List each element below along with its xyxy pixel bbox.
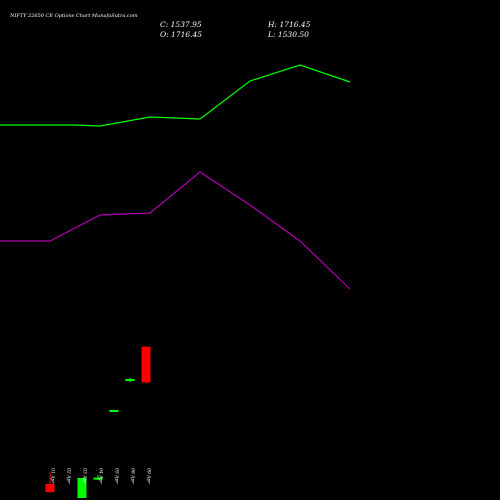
chart-title: NIFTY 22650 CE Options Chart MunafaSutra…: [9, 13, 138, 19]
x-tick-label: 05 Apr: [114, 468, 120, 484]
x-tick-label: 09 Apr: [146, 468, 152, 484]
open-value: O: 1716.45: [160, 30, 202, 39]
candle-body: [93, 477, 103, 480]
lower-band-line: [0, 171, 351, 290]
x-tick-label: 04 Apr: [98, 468, 104, 484]
candles: [45, 346, 151, 498]
x-tick-label: 03 Apr: [82, 468, 88, 484]
x-tick-label: 08 Apr: [130, 468, 136, 484]
candle-body: [125, 379, 135, 381]
candle-body: [141, 346, 151, 383]
candle-body: [109, 410, 119, 412]
low-value: L: 1530.50: [267, 30, 309, 39]
x-axis-ticks: 01 Apr 02 Apr 03 Apr 04 Apr 05 Apr 08 Apr 09 A…: [50, 468, 152, 484]
x-tick-label: 02 Apr: [66, 468, 72, 484]
close-value: C: 1537.95: [160, 20, 202, 29]
x-tick-label: 01 Apr: [50, 468, 56, 484]
high-value: H: 1716.45: [267, 20, 311, 29]
candle-body: [45, 484, 55, 492]
band-lines: [0, 64, 351, 290]
candle-body: [77, 478, 87, 498]
upper-band-line: [0, 64, 351, 127]
